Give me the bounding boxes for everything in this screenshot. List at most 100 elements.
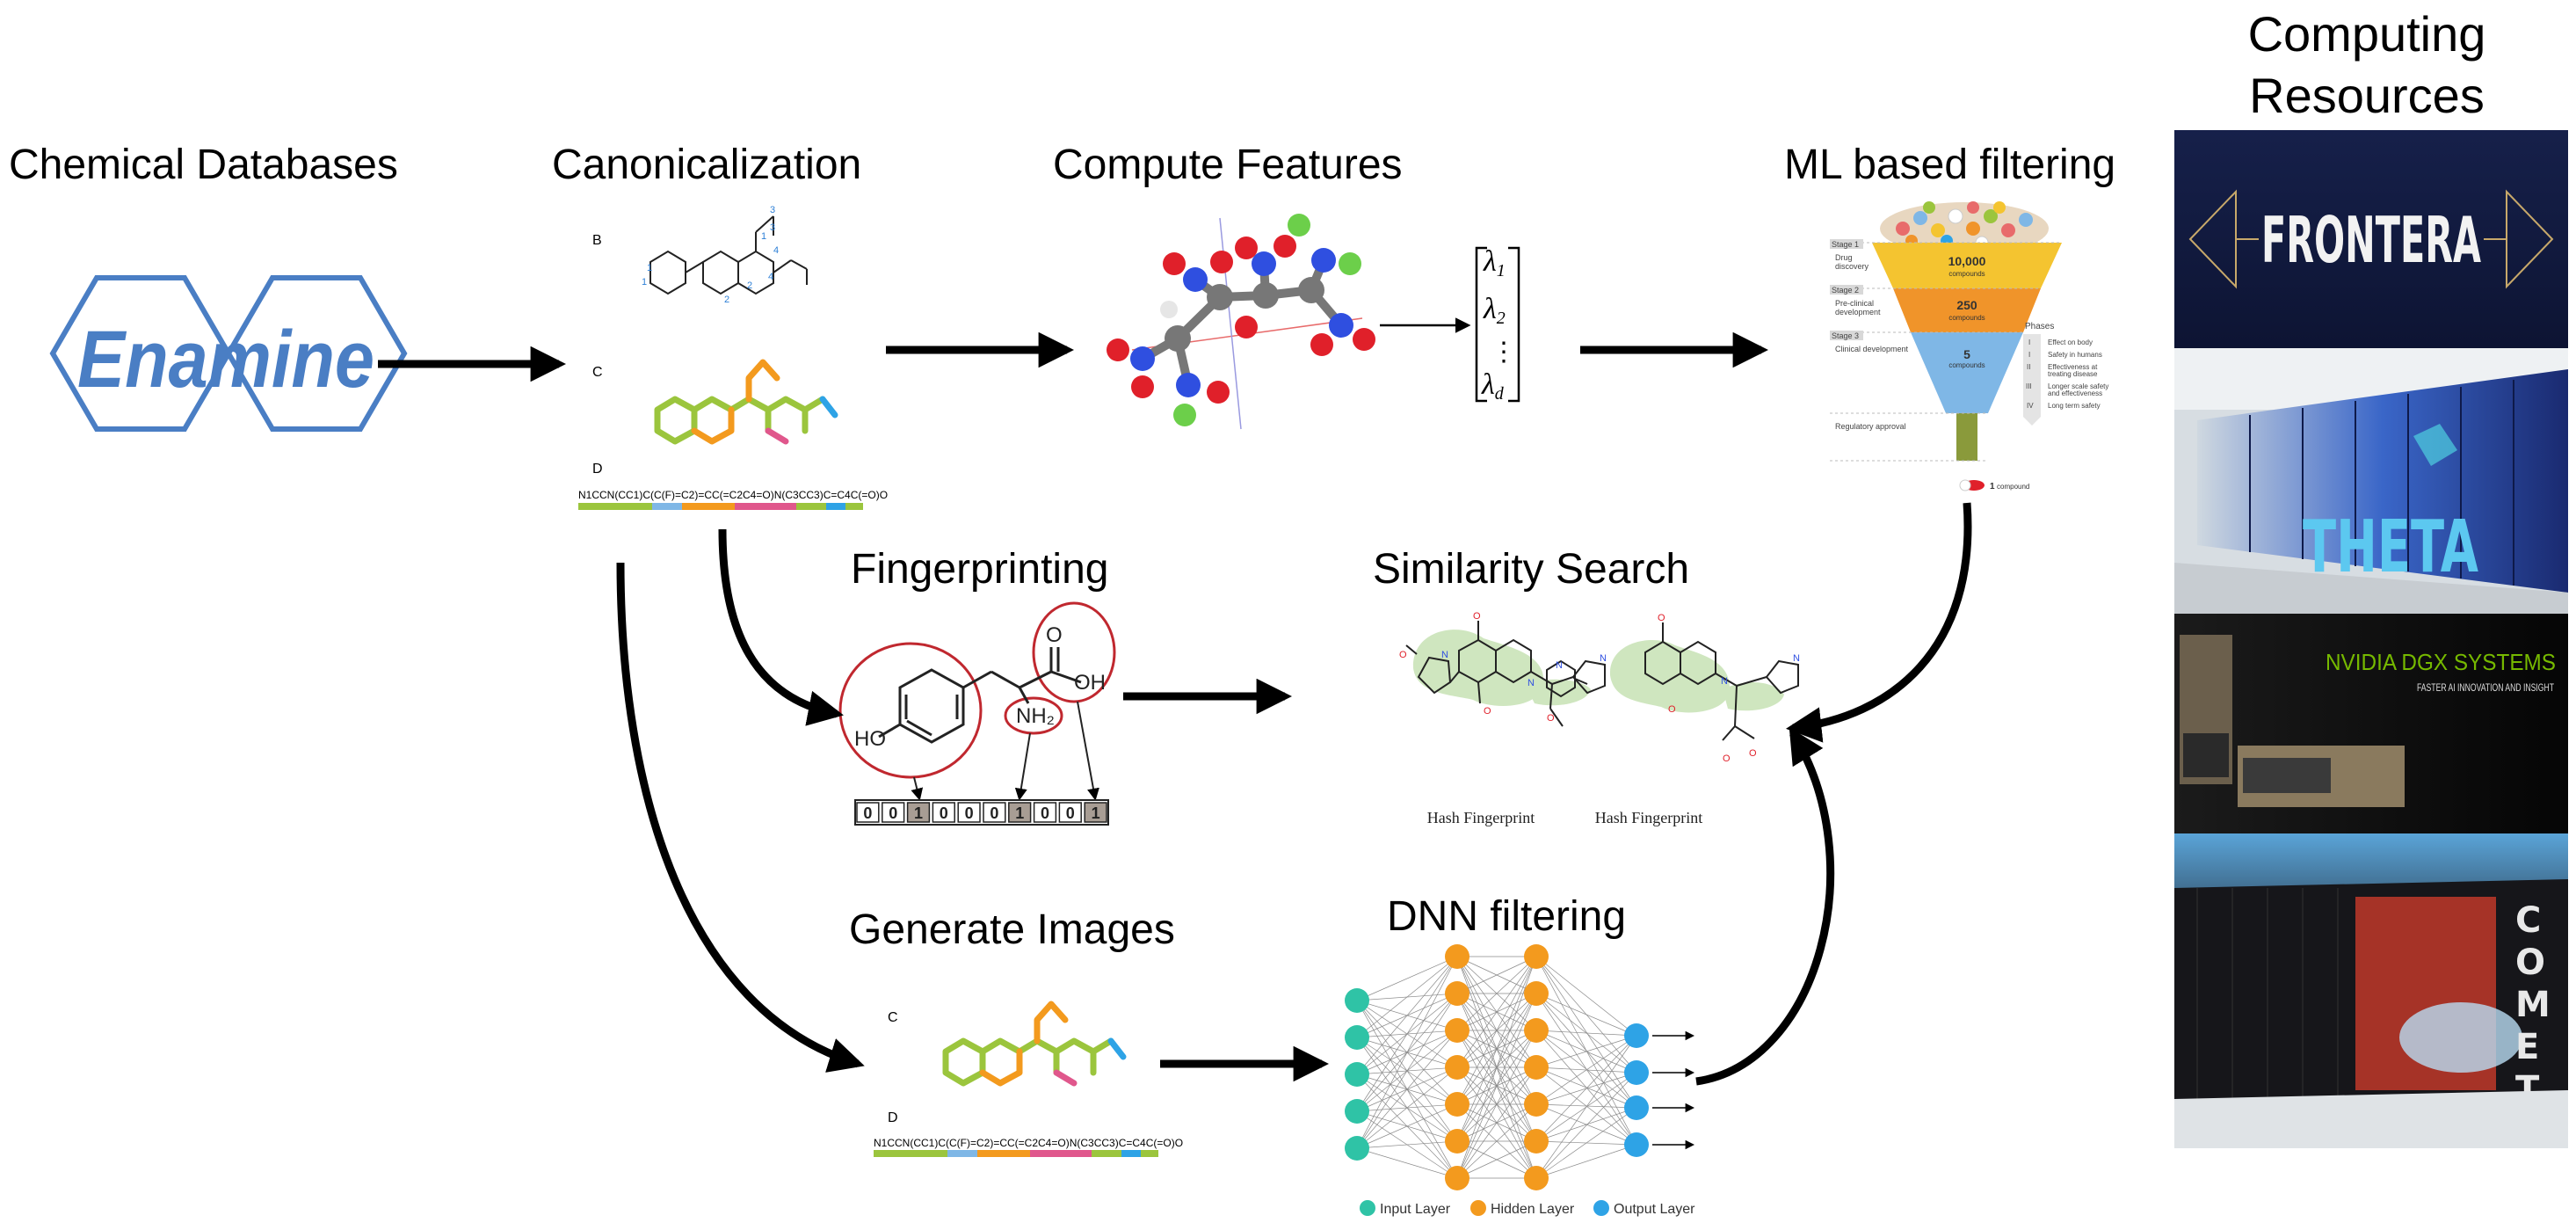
fingerprint-bit-value: 0 [1066,804,1075,822]
fingerprint-bit-value: 0 [863,804,872,822]
arrow-canonicalization-to-generate-images [616,562,865,1073]
computing-resources-title-line2: Resources [2249,68,2485,123]
svg-text:Effect on body: Effect on body [2048,338,2093,346]
hidden-node [1445,1129,1469,1154]
generated-molecule [942,1001,1127,1087]
funnel-count-1: 10,000 [1948,254,1986,268]
svg-text:4: 4 [768,272,773,282]
molecule-structure-b [649,215,808,295]
fingerprint-bit-value: 1 [914,804,923,822]
theta-logo: THETA [2303,506,2478,589]
svg-text:3: 3 [770,222,775,233]
nvidia-subtitle: FASTER AI INNOVATION AND INSIGHT [2417,681,2554,694]
funnel-stage-1: Stage 1 [1832,240,1859,249]
funnel-stage-2-desc-a: Pre-clinical [1835,299,1874,308]
carboxyl-o-label: O [1046,623,1063,647]
output-node [1624,1095,1649,1120]
funnel-stage-3: Stage 3 [1832,331,1859,340]
smiles-string: N1CCN(CC1)C(C(F)=C2)=CC(=C2C4=O)N(C3CC3)… [578,489,888,501]
svg-text:N: N [1441,650,1448,660]
lambda-1: λ1 [1483,245,1506,280]
fingerprint-bit-value: 0 [965,804,974,822]
legend-output: Output Layer [1614,1202,1695,1217]
svg-text:compound: compound [1997,483,2029,491]
hidden-node [1524,1129,1549,1154]
funnel-stage-1-desc-a: Drug [1835,253,1853,262]
svg-text:O: O [1668,704,1676,715]
panel-label-b: B [592,233,602,248]
hidden-node [1445,1018,1469,1043]
svg-text:2: 2 [747,280,752,291]
generated-label-c: C [888,1010,898,1025]
svg-text:1: 1 [761,231,766,242]
hidden-node [1524,981,1549,1006]
funnel-count-2-unit: compounds [1948,314,1985,322]
fingerprint-bit-cell [1084,802,1107,823]
feature-vector: λ1 λ2 ⋮ λd [1475,245,1520,404]
flow-arrows [378,317,1972,1086]
ml-filtering-title: ML based filtering [1784,142,2115,188]
svg-text:M: M [2515,985,2551,1025]
computing-resources-title-line1: Computing [2248,6,2486,62]
funnel-stage-1-desc-b: discovery [1835,262,1869,271]
fingerprint-bit-value: 0 [940,804,948,822]
input-node [1345,1099,1369,1124]
fingerprint-bit-value: 0 [1041,804,1049,822]
fingerprint-bit-cell [856,802,880,823]
funnel-count-2: 250 [1956,298,1977,312]
output-node [1624,1132,1649,1157]
hidden-node [1524,1166,1549,1190]
similarity-molecule-right: O O O O N N N Hash Fingerprint [1546,613,1800,826]
svg-text:1: 1 [642,277,647,287]
input-node [1345,988,1369,1013]
svg-text:I: I [2028,338,2030,346]
funnel-phases: Phases I Effect on body I Safety in humans… [2023,322,2108,426]
fingerprint-bit-value: 0 [990,804,998,822]
frontera-logo: FRONTERA [2261,203,2481,277]
svg-text:N: N [1721,676,1728,687]
svg-text:4: 4 [773,245,779,256]
fingerprint-bit-value: 1 [1092,804,1100,822]
svg-text:O: O [2515,943,2545,983]
compute-features-title: Compute Features [1053,142,1403,188]
svg-text:1: 1 [1990,482,1995,491]
generated-smiles-bar [874,1150,1158,1157]
svg-text:treating disease: treating disease [2048,370,2098,378]
svg-text:O: O [1723,753,1731,764]
svg-text:Long term safety: Long term safety [2048,402,2101,410]
neural-network [1345,944,1695,1190]
fingerprint-bit-cell [932,802,955,823]
svg-text:O: O [1399,650,1407,660]
svg-text:3: 3 [770,205,775,215]
fingerprint-bit-cell [983,802,1006,823]
hidden-node [1524,944,1549,969]
fingerprint-bit-cell [1058,802,1082,823]
svg-text:1: 1 [647,263,652,273]
fingerprint-bit-cell [882,802,905,823]
svg-text:C: C [2515,900,2541,941]
dnn-filtering-title: DNN filtering [1387,893,1626,940]
fingerprint-bit-cell [1033,802,1057,823]
chemical-databases-title: Chemical Databases [9,142,398,188]
svg-text:IV: IV [2027,402,2034,410]
svg-text:N: N [1556,660,1563,671]
arrow-canonicalization-to-fingerprinting [718,528,844,726]
nvidia-title: NVIDIA DGX SYSTEMS [2326,649,2556,675]
hidden-node [1445,1166,1469,1190]
input-node [1345,1025,1369,1050]
drug-discovery-funnel: Stage 1 Drug discovery Stage 2 Pre-clini… [1830,201,2108,491]
funnel-stage-2: Stage 2 [1832,286,1859,295]
arrow-dnn-to-similarity [1695,727,1835,1086]
hidden-node [1445,1092,1469,1117]
hidden-node [1445,1055,1469,1080]
molecule-3d-model [1107,214,1375,430]
final-compound: 1 compound [1959,479,2029,491]
svg-text:Longer scale safety: Longer scale safety [2048,382,2108,390]
generate-images-panel: C D N1CCN(CC1)C(C(F)=C2)=CC(=C2C4=O)N(C3… [874,1001,1183,1157]
output-node [1624,1023,1649,1048]
output-node [1624,1060,1649,1085]
vertical-dots: ⋮ [1491,338,1517,367]
input-node [1345,1062,1369,1087]
svg-text:2: 2 [724,295,729,305]
